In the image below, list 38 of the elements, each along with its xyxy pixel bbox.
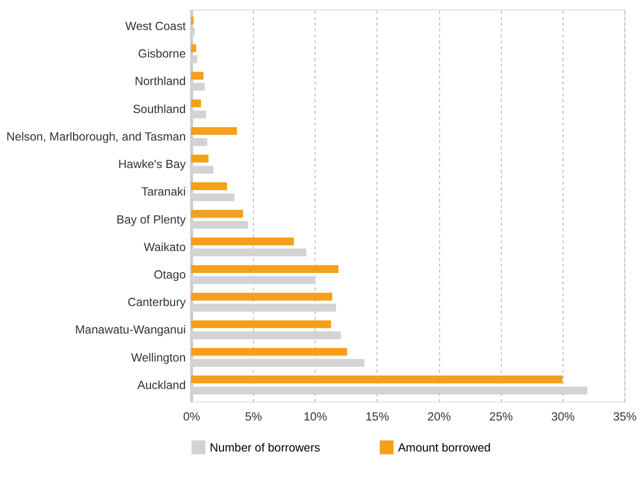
x-tick-label: 5% [245,410,263,424]
x-tick-label: 35% [613,410,638,424]
y-tick-label: Wellington [131,351,186,364]
y-tick-label: Southland [132,102,186,116]
bar [191,265,338,273]
bar [191,72,204,80]
y-tick-label: Waikato [144,240,186,254]
x-tick-label: 15% [366,410,390,424]
y-tick-label: Bay of Plenty [116,213,186,226]
y-tick-label: Auckland [137,378,186,392]
x-tick-label: 0% [183,410,201,424]
legend-label: Amount borrowed [398,441,491,454]
y-tick-label: Hawke's Bay [118,158,186,172]
x-tick-label: 30% [551,410,576,424]
bar [191,376,562,384]
bar [191,44,196,52]
y-tick-label: Northland [134,75,186,88]
y-tick-label: Otago [154,268,186,282]
y-tick-label: Gisborne [138,48,186,61]
y-tick-label: West Coast [125,20,186,33]
x-tick-label: 20% [427,410,452,424]
bar [191,320,331,328]
bar [191,154,208,163]
bar [191,182,228,190]
bar [191,348,348,356]
y-tick-label: Manawatu-Wanganui [75,324,186,337]
bar [191,238,294,246]
bar [191,16,194,24]
bar [191,99,202,108]
bar [191,292,332,301]
legend-label: Number of borrowers [210,441,320,454]
y-tick-label: Nelson, Marlborough, and Tasman [6,130,186,144]
y-tick-label: Taranaki [141,186,186,199]
y-tick-label: Canterbury [128,296,186,310]
x-tick-label: 10% [304,410,328,424]
bar [191,210,244,218]
bar [191,127,237,135]
x-tick-label: 25% [489,410,514,424]
